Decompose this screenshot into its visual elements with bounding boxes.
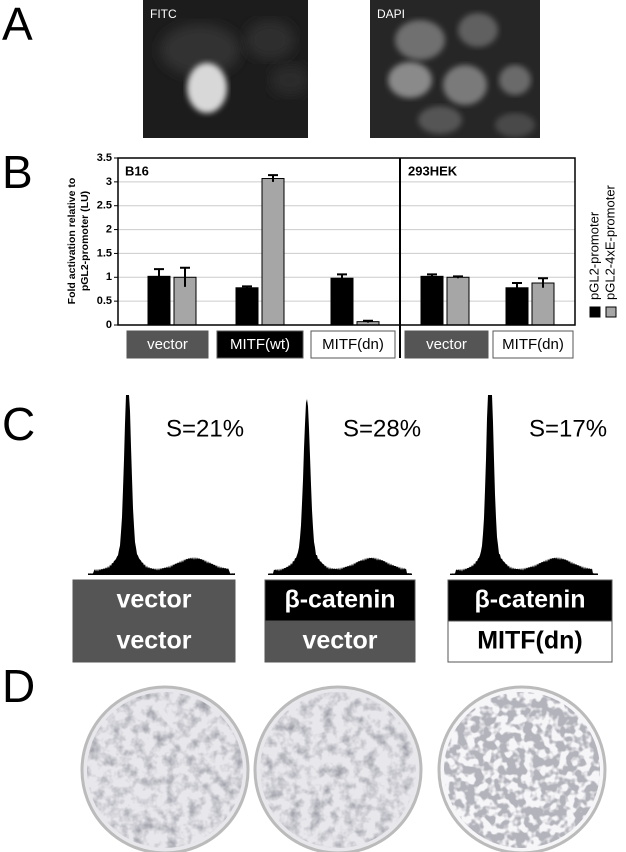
dish bbox=[437, 685, 607, 852]
legend-swatch bbox=[605, 306, 617, 318]
bar bbox=[147, 275, 171, 326]
y-tick-label: 2.5 bbox=[97, 200, 112, 212]
condition-box bbox=[264, 620, 416, 663]
y-tick-label: 2 bbox=[106, 223, 112, 235]
panel-label: B bbox=[2, 146, 33, 198]
category-box bbox=[126, 330, 209, 359]
error-bar bbox=[453, 275, 463, 279]
histogram bbox=[88, 395, 235, 575]
error-bar bbox=[363, 319, 373, 323]
error-bar bbox=[268, 174, 278, 182]
y-tick-label: 1.5 bbox=[97, 247, 112, 259]
y-tick-label: 3.5 bbox=[97, 152, 112, 164]
bar bbox=[261, 178, 285, 326]
x-tick-label: vector bbox=[147, 336, 188, 353]
error-bar bbox=[154, 268, 164, 284]
s-phase-label: S=21% bbox=[166, 415, 244, 442]
y-axis-title: Fold activation relative to bbox=[66, 178, 78, 305]
bar bbox=[420, 275, 444, 326]
x-tick-label: vector bbox=[426, 336, 467, 353]
condition-box bbox=[72, 579, 236, 622]
legend-label: pGL2-4xE-promoter bbox=[602, 184, 617, 300]
x-tick-label: MITF(dn) bbox=[322, 336, 384, 353]
condition-box bbox=[72, 620, 236, 663]
category-box bbox=[492, 330, 574, 359]
legend-label: pGL2-promoter bbox=[586, 211, 601, 300]
x-tick-label: MITF(wt) bbox=[230, 336, 290, 353]
histogram bbox=[450, 395, 598, 575]
fitc-image bbox=[143, 0, 308, 138]
legend-swatch bbox=[589, 306, 601, 318]
s-phase-label: S=17% bbox=[529, 415, 607, 442]
category-box bbox=[404, 330, 489, 359]
category-box bbox=[310, 330, 396, 359]
image-label: FITC bbox=[150, 7, 177, 21]
panel-label: A bbox=[2, 0, 33, 50]
x-tick-label: MITF(dn) bbox=[502, 336, 564, 353]
error-bar bbox=[427, 273, 437, 279]
bar bbox=[446, 276, 470, 326]
condition-label: vector bbox=[116, 586, 191, 614]
y-tick-label: 1 bbox=[106, 271, 112, 283]
dapi-image bbox=[370, 0, 540, 138]
error-bar bbox=[337, 273, 347, 283]
condition-label: vector bbox=[302, 627, 377, 655]
dish bbox=[80, 685, 250, 852]
panel-label: D bbox=[2, 660, 35, 712]
y-tick-label: 0.5 bbox=[97, 295, 112, 307]
condition-label: MITF(dn) bbox=[477, 627, 583, 655]
image-label: DAPI bbox=[377, 7, 405, 21]
category-box bbox=[216, 330, 304, 359]
y-tick-label: 0 bbox=[106, 319, 112, 331]
bar bbox=[235, 287, 259, 326]
histogram bbox=[268, 398, 412, 575]
bar bbox=[531, 282, 555, 326]
bar bbox=[505, 287, 529, 326]
panel-label: C bbox=[2, 398, 35, 450]
y-axis-title: pGL2-promoter (LU) bbox=[79, 191, 91, 291]
error-bar bbox=[512, 282, 522, 293]
error-bar bbox=[242, 285, 252, 290]
plot-frame bbox=[117, 157, 576, 326]
subplot-title: 293HEK bbox=[408, 163, 458, 178]
condition-box bbox=[447, 620, 613, 663]
condition-label: vector bbox=[116, 627, 191, 655]
y-tick-label: 3 bbox=[106, 176, 112, 188]
bar bbox=[330, 277, 354, 326]
error-bar bbox=[538, 277, 548, 288]
condition-label: β-catenin bbox=[474, 586, 585, 614]
s-phase-label: S=28% bbox=[343, 415, 421, 442]
dish bbox=[253, 685, 423, 852]
error-bar bbox=[180, 266, 190, 287]
condition-label: β-catenin bbox=[284, 586, 395, 614]
condition-box bbox=[264, 579, 416, 622]
subplot-title: B16 bbox=[125, 163, 149, 178]
